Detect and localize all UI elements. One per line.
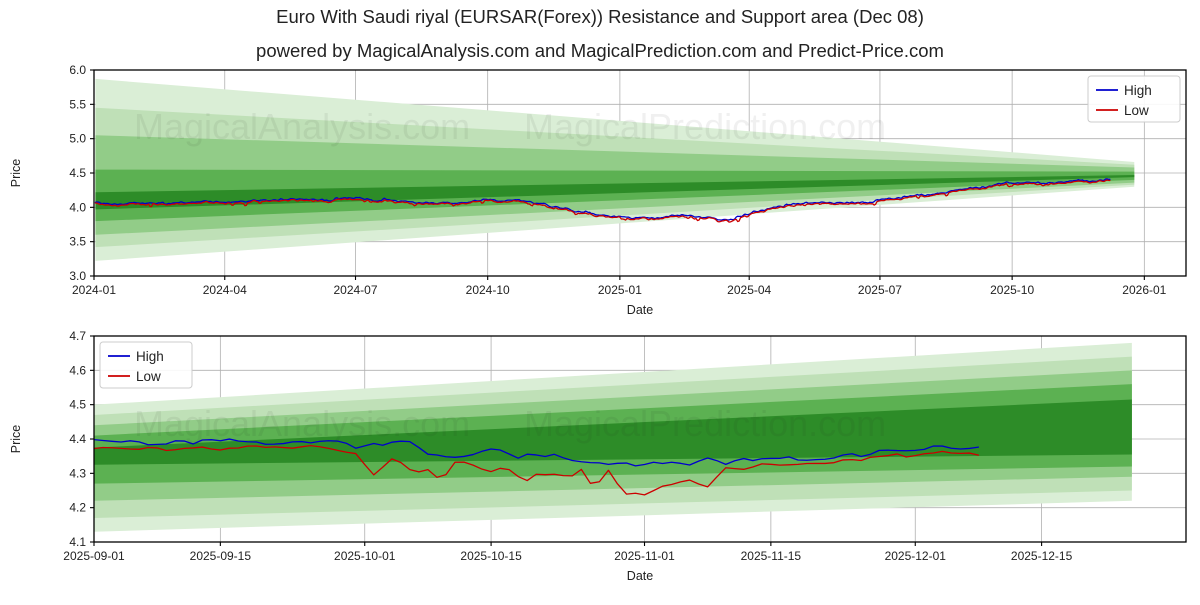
svg-text:4.5: 4.5 <box>69 166 86 180</box>
svg-text:4.2: 4.2 <box>69 501 86 515</box>
svg-text:2025-04: 2025-04 <box>727 283 771 297</box>
svg-text:MagicalAnalysis.com: MagicalAnalysis.com <box>134 106 470 147</box>
svg-text:6.0: 6.0 <box>69 63 86 77</box>
svg-text:5.5: 5.5 <box>69 97 86 111</box>
svg-text:Low: Low <box>1124 103 1149 118</box>
svg-text:2025-12-15: 2025-12-15 <box>1011 549 1073 563</box>
svg-text:4.7: 4.7 <box>69 329 86 343</box>
svg-text:4.5: 4.5 <box>69 398 86 412</box>
svg-text:2024-07: 2024-07 <box>333 283 377 297</box>
svg-text:2025-09-15: 2025-09-15 <box>190 549 252 563</box>
svg-text:4.1: 4.1 <box>69 535 86 549</box>
svg-text:Date: Date <box>627 303 653 317</box>
svg-text:MagicalAnalysis.com: MagicalAnalysis.com <box>134 403 470 444</box>
svg-text:5.0: 5.0 <box>69 132 86 146</box>
svg-text:2025-11-15: 2025-11-15 <box>741 549 802 563</box>
svg-text:Price: Price <box>9 425 23 454</box>
svg-text:3.5: 3.5 <box>69 235 86 249</box>
svg-text:2025-11-01: 2025-11-01 <box>614 549 675 563</box>
svg-text:2024-04: 2024-04 <box>203 283 247 297</box>
svg-text:MagicalPrediction.com: MagicalPrediction.com <box>524 106 886 147</box>
svg-text:2024-10: 2024-10 <box>466 283 510 297</box>
svg-text:Date: Date <box>627 569 653 583</box>
svg-text:2025-12-01: 2025-12-01 <box>885 549 947 563</box>
svg-text:2025-10-01: 2025-10-01 <box>334 549 396 563</box>
svg-text:Low: Low <box>136 369 161 384</box>
svg-text:2025-10: 2025-10 <box>990 283 1034 297</box>
svg-text:2025-09-01: 2025-09-01 <box>63 549 125 563</box>
svg-text:MagicalPrediction.com: MagicalPrediction.com <box>524 403 886 444</box>
svg-text:4.3: 4.3 <box>69 466 86 480</box>
svg-text:4.4: 4.4 <box>69 432 86 446</box>
svg-text:Price: Price <box>9 159 23 188</box>
svg-text:2024-01: 2024-01 <box>72 283 116 297</box>
svg-text:3.0: 3.0 <box>69 269 86 283</box>
svg-text:2025-10-15: 2025-10-15 <box>460 549 522 563</box>
svg-text:High: High <box>136 349 164 364</box>
svg-text:2025-07: 2025-07 <box>858 283 902 297</box>
svg-text:4.6: 4.6 <box>69 363 86 377</box>
svg-text:2026-01: 2026-01 <box>1122 283 1166 297</box>
svg-text:2025-01: 2025-01 <box>598 283 642 297</box>
svg-text:High: High <box>1124 83 1152 98</box>
svg-text:4.0: 4.0 <box>69 200 86 214</box>
